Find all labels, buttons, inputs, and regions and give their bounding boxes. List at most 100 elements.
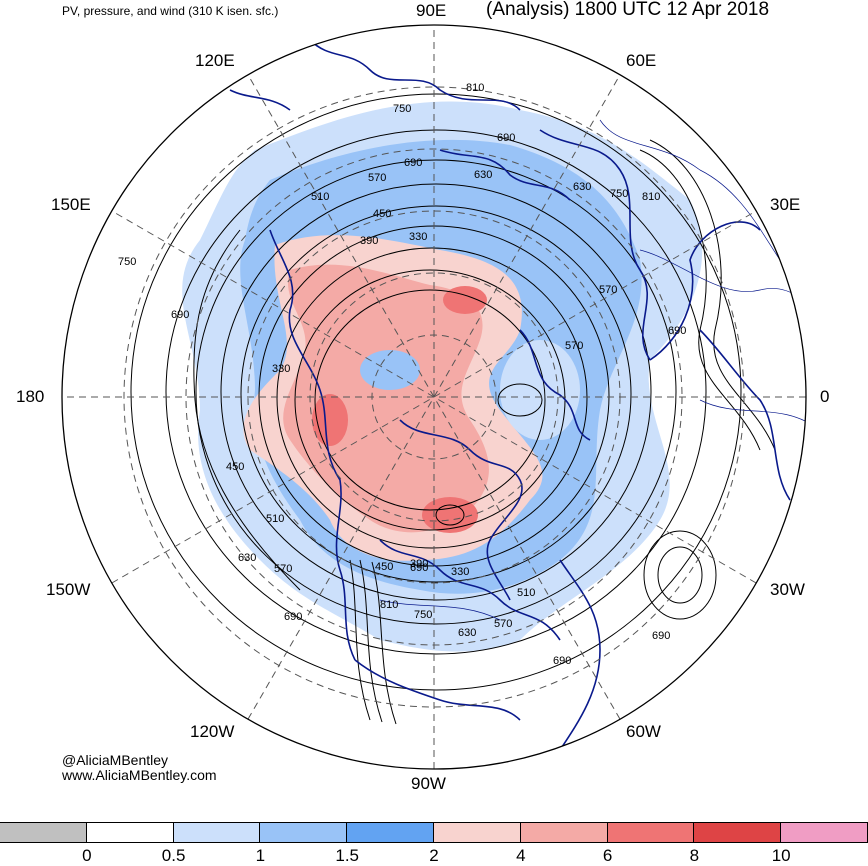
- pressure-contour: [314, 289, 546, 511]
- lon-label-150e: 150E: [51, 195, 91, 214]
- coastline: [439, 149, 571, 201]
- pv-shading-red: [443, 286, 487, 314]
- colorbar-tick-label: 10: [771, 846, 791, 865]
- contour-label: 330: [409, 231, 427, 243]
- colorbar-tick-label: 6: [602, 846, 613, 865]
- contour-label: 690: [668, 325, 686, 337]
- border-line: [379, 599, 501, 621]
- pv-shading-blue-pocket: [360, 350, 420, 390]
- author-website: www.AliciaMBentley.com: [62, 767, 217, 783]
- contour-label: 630: [238, 552, 256, 564]
- pressure-contour: [193, 229, 301, 591]
- colorbar-swatch: [0, 822, 87, 843]
- colorbar-tick-label: 0: [82, 846, 92, 865]
- pressure-contour: [639, 149, 761, 451]
- contour-label: 810: [466, 82, 484, 94]
- coastline: [539, 129, 651, 361]
- contour-label: 510: [517, 587, 535, 599]
- contour-label: 330: [451, 566, 469, 578]
- coastline: [309, 39, 521, 111]
- contour-label: 570: [368, 172, 386, 184]
- map-border: [61, 24, 807, 770]
- contour-label: 630: [573, 181, 591, 193]
- contour-label: 690: [284, 611, 302, 623]
- coastline: [519, 329, 591, 441]
- contour-label: 750: [118, 256, 136, 268]
- pv-shading-red: [312, 394, 348, 446]
- colorbar-swatch: [606, 822, 695, 843]
- coastline: [229, 89, 291, 111]
- pv-shading-blue-pocket: [500, 340, 580, 440]
- lon-label-0: 0: [820, 387, 830, 406]
- contour-label: 330: [272, 363, 290, 375]
- contour-label: 750: [393, 103, 411, 115]
- contour-label: 810: [642, 191, 660, 203]
- lon-label-120w: 120W: [190, 722, 235, 741]
- contour-label: 750: [610, 188, 628, 200]
- author-handle: @AliciaMBentley: [62, 752, 169, 768]
- coastline: [269, 229, 356, 661]
- lon-label-30w: 30W: [770, 580, 805, 599]
- colorbar-swatch: [780, 822, 868, 843]
- contour-label: 690: [652, 630, 670, 642]
- contour-label: 690: [410, 562, 428, 574]
- pressure-contour: [130, 93, 742, 691]
- contour-label: 630: [458, 627, 476, 639]
- lon-label-30e: 30E: [770, 195, 801, 214]
- colorbar-tick-label: 0.5: [161, 846, 186, 865]
- pressure-contour: [497, 383, 543, 417]
- contour-label: 450: [375, 561, 393, 573]
- colorbar-tick-label: 2: [429, 846, 439, 865]
- contour-label: 690: [171, 309, 189, 321]
- lon-label-90e: 90E: [416, 1, 447, 20]
- colorbar-tick-label: 1: [255, 846, 266, 865]
- contour-label: 510: [266, 513, 284, 525]
- contour-label: 750: [414, 609, 432, 621]
- pv-shading-salmon: [283, 264, 489, 533]
- pressure-contour: [649, 139, 776, 451]
- coastline: [379, 539, 561, 641]
- pressure-contour: [240, 205, 632, 583]
- lon-label-120e: 120E: [195, 51, 235, 70]
- coastline: [354, 659, 521, 721]
- contour-label: 390: [360, 235, 378, 247]
- pressure-contour: [643, 530, 717, 620]
- contour-label: 810: [380, 599, 398, 611]
- colorbar-swatch: [693, 822, 782, 843]
- pressure-contour: [220, 183, 652, 601]
- contour-label: 690: [404, 157, 422, 169]
- lon-label-60e: 60E: [626, 51, 657, 70]
- coastline: [559, 559, 601, 751]
- coastline: [399, 419, 523, 601]
- contour-label: 690: [497, 132, 515, 144]
- lon-label-150w: 150W: [46, 580, 91, 599]
- contour-label: 450: [226, 461, 244, 473]
- colorbar-swatch: [85, 822, 174, 843]
- contour-label: 570: [274, 563, 292, 575]
- pressure-contour: [349, 559, 371, 721]
- contour-label: 630: [474, 169, 492, 181]
- contour-label: 510: [311, 191, 329, 203]
- colorbar-tick-label: 1.5: [335, 846, 360, 865]
- contour-label: 690: [553, 655, 571, 667]
- pressure-contour: [165, 129, 707, 655]
- contour-label: 390: [410, 558, 428, 570]
- colorbar-tick-label: 8: [689, 846, 700, 865]
- border-line: [639, 249, 806, 341]
- pressure-contour: [435, 504, 465, 526]
- contour-label: 570: [565, 340, 583, 352]
- lon-label-90w: 90W: [411, 774, 446, 793]
- colorbar-swatch: [346, 822, 434, 843]
- pv-shading-red: [422, 497, 478, 533]
- border-line: [699, 399, 806, 431]
- colorbar-swatch: [519, 822, 608, 843]
- lon-label-60w: 60W: [626, 722, 661, 741]
- contour-label: 450: [373, 208, 391, 220]
- colorbar-swatch: [172, 822, 261, 843]
- colorbar: [0, 822, 868, 843]
- meridian-line: [111, 210, 757, 584]
- pressure-contour: [276, 247, 588, 549]
- colorbar-swatch: [433, 822, 521, 843]
- map-subtitle: PV, pressure, and wind (310 K isen. sfc.…: [62, 4, 279, 18]
